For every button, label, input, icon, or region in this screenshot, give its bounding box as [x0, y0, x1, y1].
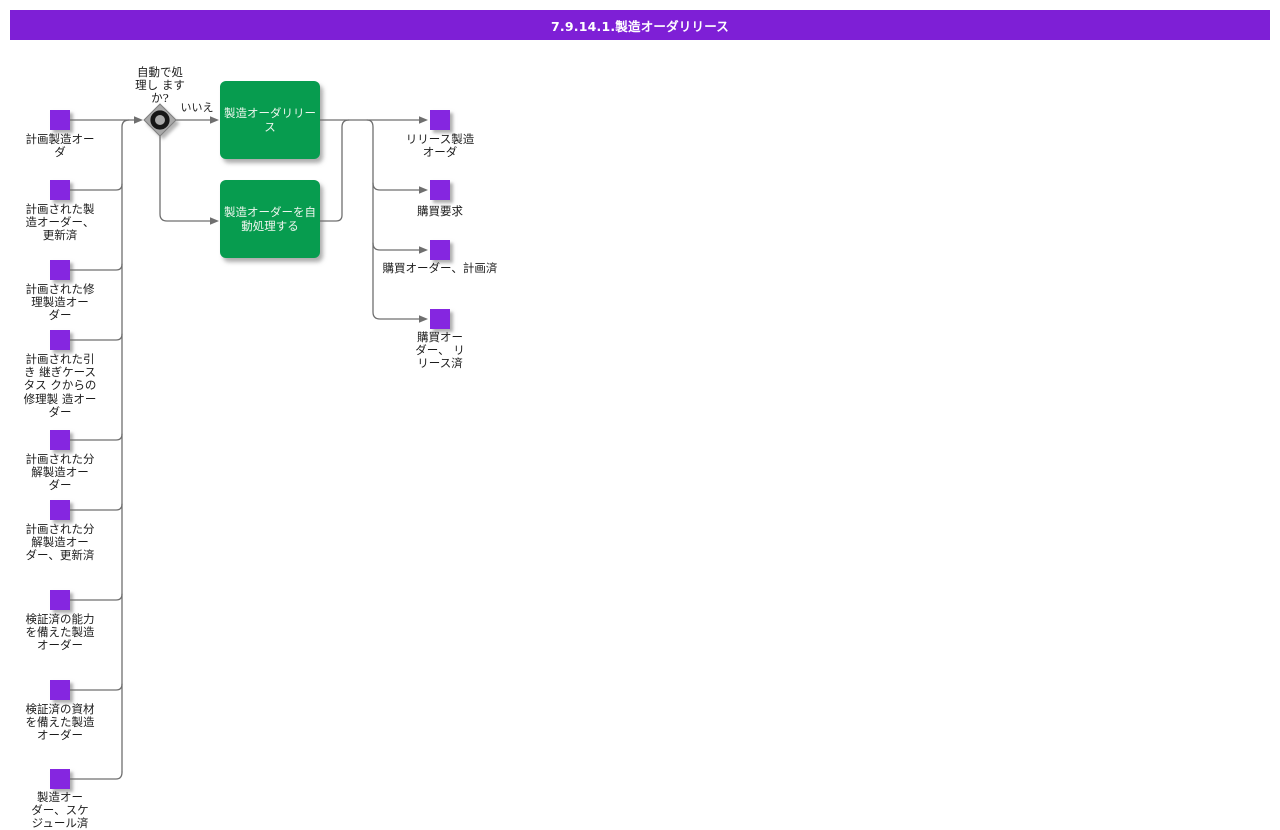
input-data-object: [50, 330, 70, 350]
output3-branch: [372, 242, 420, 251]
input4-connector: [69, 333, 123, 341]
output-label: 購買オー ダー、 リ リース済: [415, 330, 465, 371]
output-label: 購買オーダー、計画済: [382, 261, 498, 275]
no-branch-label: いいえ: [180, 101, 214, 114]
auto-merge-line: [319, 119, 350, 222]
input2-connector: [69, 183, 123, 191]
process-label: 製造オーダリリー ス: [224, 106, 316, 134]
input-label: 検証済の能力 を備えた製造 オーダー: [25, 612, 95, 653]
process-label: 製造オーダーを自 動処理する: [224, 205, 316, 233]
input-label: 検証済の資材 を備えた製造 オーダー: [25, 702, 95, 743]
input5-connector: [69, 433, 123, 441]
input3-connector: [69, 263, 123, 271]
output2-branch: [372, 182, 420, 191]
input6-connector: [69, 503, 123, 511]
output-data-object: [430, 240, 450, 260]
input-data-object: [50, 500, 70, 520]
input-data-object: [50, 769, 70, 789]
output-label: リリース製造 オーダ: [405, 132, 475, 160]
input8-connector: [69, 683, 123, 691]
arrowhead-to-gateway: [134, 116, 143, 124]
arrowhead-to-release: [210, 116, 219, 124]
arrowhead-output3: [419, 246, 428, 254]
arrowhead-to-auto: [210, 217, 219, 225]
input-data-object: [50, 430, 70, 450]
gateway-yes-connector: [159, 135, 211, 222]
input-data-object: [50, 590, 70, 610]
input-label: 計画製造オー ダ: [25, 132, 95, 160]
input-data-object: [50, 680, 70, 700]
input-label: 計画された製 造オーダー、 更新済: [25, 202, 95, 243]
decision-gateway: [143, 103, 177, 137]
output-label: 購買要求: [417, 204, 463, 218]
gateway-ring-icon: [150, 110, 170, 130]
title-bar: 7.9.14.1.製造オーダリリース: [10, 10, 1270, 40]
input-data-object: [50, 180, 70, 200]
input-label: 計画された修 理製造オー ダー: [25, 282, 95, 323]
input-trunk-line: [121, 119, 130, 773]
input-data-object: [50, 110, 70, 130]
output-data-object: [430, 309, 450, 329]
input-label: 計画された分 解製造オー ダー: [25, 452, 95, 493]
input-label: 計画された引 き 継ぎケース タス クからの 修理製 造オー ダー: [23, 352, 97, 419]
process-release-order: 製造オーダリリー ス: [220, 81, 320, 159]
process-auto-process-order: 製造オーダーを自 動処理する: [220, 180, 320, 258]
arrowhead-output1: [419, 116, 428, 124]
input-data-object: [50, 260, 70, 280]
output-data-object: [430, 180, 450, 200]
page-title: 7.9.14.1.製造オーダリリース: [551, 18, 729, 34]
input9-connector: [69, 771, 123, 780]
output-data-object: [430, 110, 450, 130]
input7-connector: [69, 593, 123, 601]
decision-question: 自動で処 理し ます か?: [135, 65, 185, 105]
input-label: 計画された分 解製造オー ダー、更新済: [25, 522, 95, 563]
input-label: 製造オー ダー、スケ ジュール済: [31, 790, 89, 830]
arrowhead-output4: [419, 315, 428, 323]
output-trunk-line: [366, 119, 420, 320]
arrowhead-output2: [419, 186, 428, 194]
